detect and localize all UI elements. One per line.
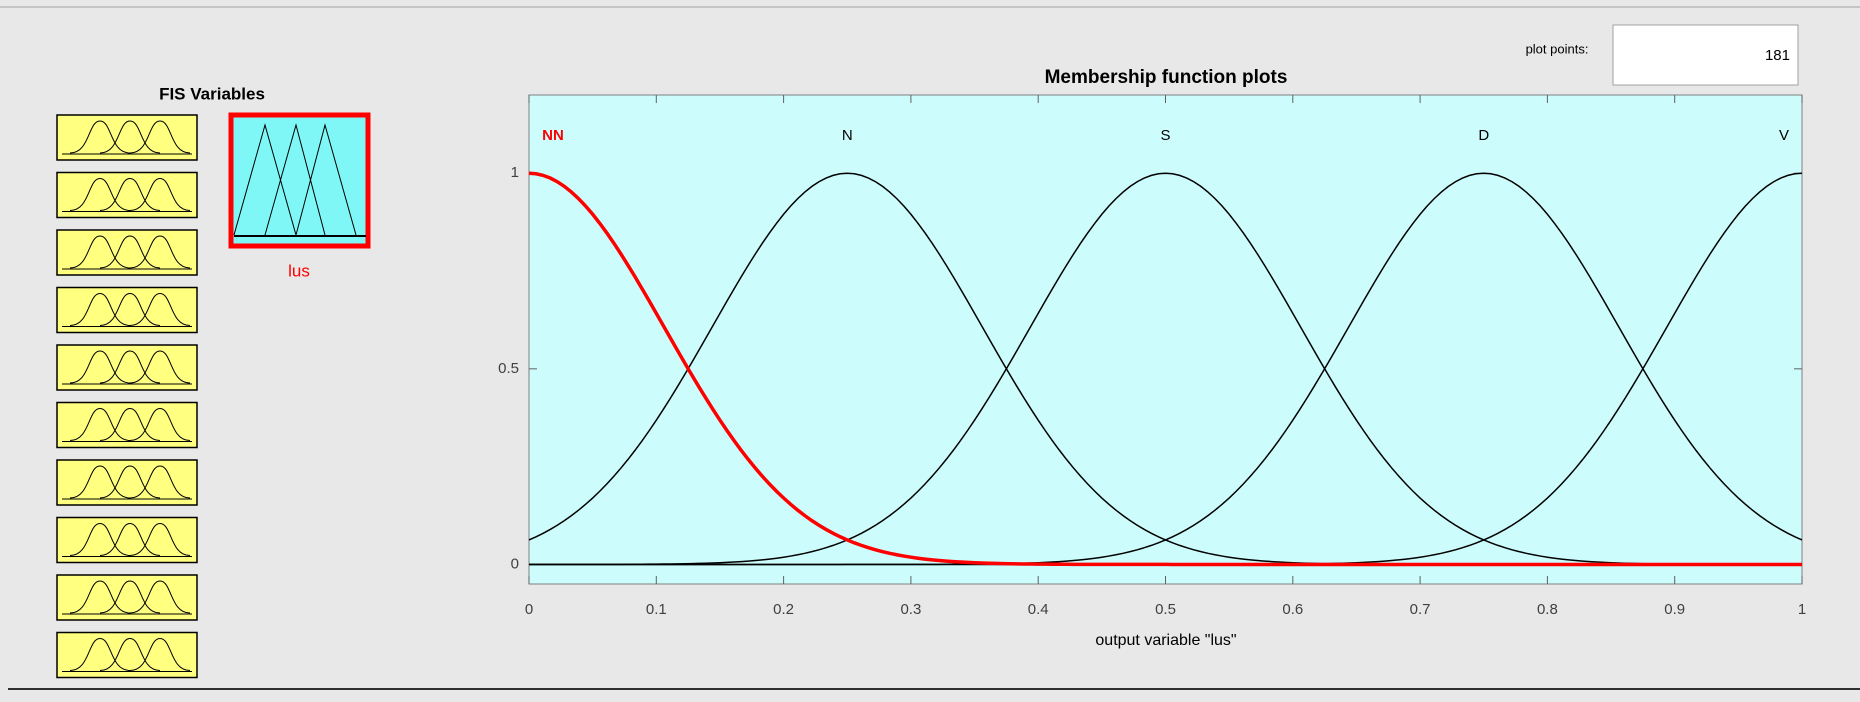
x-tick-label: 0.3 — [900, 601, 921, 618]
x-tick-label: 0.7 — [1410, 601, 1431, 618]
input-icon — [69, 350, 191, 384]
input-icon — [69, 637, 191, 671]
y-tick-label: 0.5 — [498, 360, 519, 377]
membership-curve[interactable] — [529, 172, 1802, 566]
x-tick-label: 0.1 — [646, 601, 667, 618]
x-tick-label: 0 — [525, 601, 533, 618]
plot-points-field[interactable] — [1612, 24, 1799, 86]
input-icon — [69, 522, 191, 556]
mf-label: N — [842, 127, 853, 144]
output-variable-name[interactable]: lus — [288, 261, 310, 280]
membership-curve[interactable] — [528, 171, 1802, 567]
mf-label: NN — [542, 127, 564, 144]
input-box[interactable] — [56, 286, 198, 334]
x-tick-label: 0.9 — [1664, 601, 1685, 618]
icon-shape — [264, 123, 326, 236]
input-variables — [56, 114, 198, 679]
plot: 0 0.1 0.2 0.3 0.4 0.5 0.6 0.7 0.8 0.9 1 0 0.5 1 N S D V NN — [498, 95, 1806, 618]
x-tick-label: 0.8 — [1537, 601, 1558, 618]
x-tick-label: 0.2 — [773, 601, 794, 618]
mf-label: D — [1478, 127, 1489, 144]
y-tick-label: 0 — [511, 555, 519, 572]
x-axis-label: output variable "lus" — [1095, 632, 1236, 649]
mf-label: V — [1779, 127, 1789, 144]
input-icon — [69, 407, 191, 441]
y-tick-label: 1 — [511, 164, 519, 181]
input-icon — [69, 177, 191, 211]
mf-label: S — [1160, 127, 1170, 144]
chart-title: Membership function plots — [1045, 67, 1288, 88]
input-icon — [69, 580, 191, 614]
input-icon — [69, 235, 191, 269]
plot-points-label: plot points: — [1526, 41, 1589, 56]
plot-points-value[interactable]: 181 — [1765, 47, 1790, 64]
x-tick-label: 1 — [1798, 601, 1806, 618]
panel-title: FIS Variables — [159, 84, 265, 103]
input-icon — [69, 292, 191, 326]
output-variable-icon[interactable] — [228, 112, 371, 249]
plot-area — [528, 94, 1803, 585]
x-tick-label: 0.5 — [1155, 601, 1176, 618]
input-icon — [69, 465, 191, 499]
input-icon — [69, 120, 191, 154]
output-box[interactable] — [228, 112, 371, 249]
x-tick-label: 0.6 — [1282, 601, 1303, 618]
x-tick-label: 0.4 — [1028, 601, 1049, 618]
input-box[interactable] — [56, 171, 198, 219]
